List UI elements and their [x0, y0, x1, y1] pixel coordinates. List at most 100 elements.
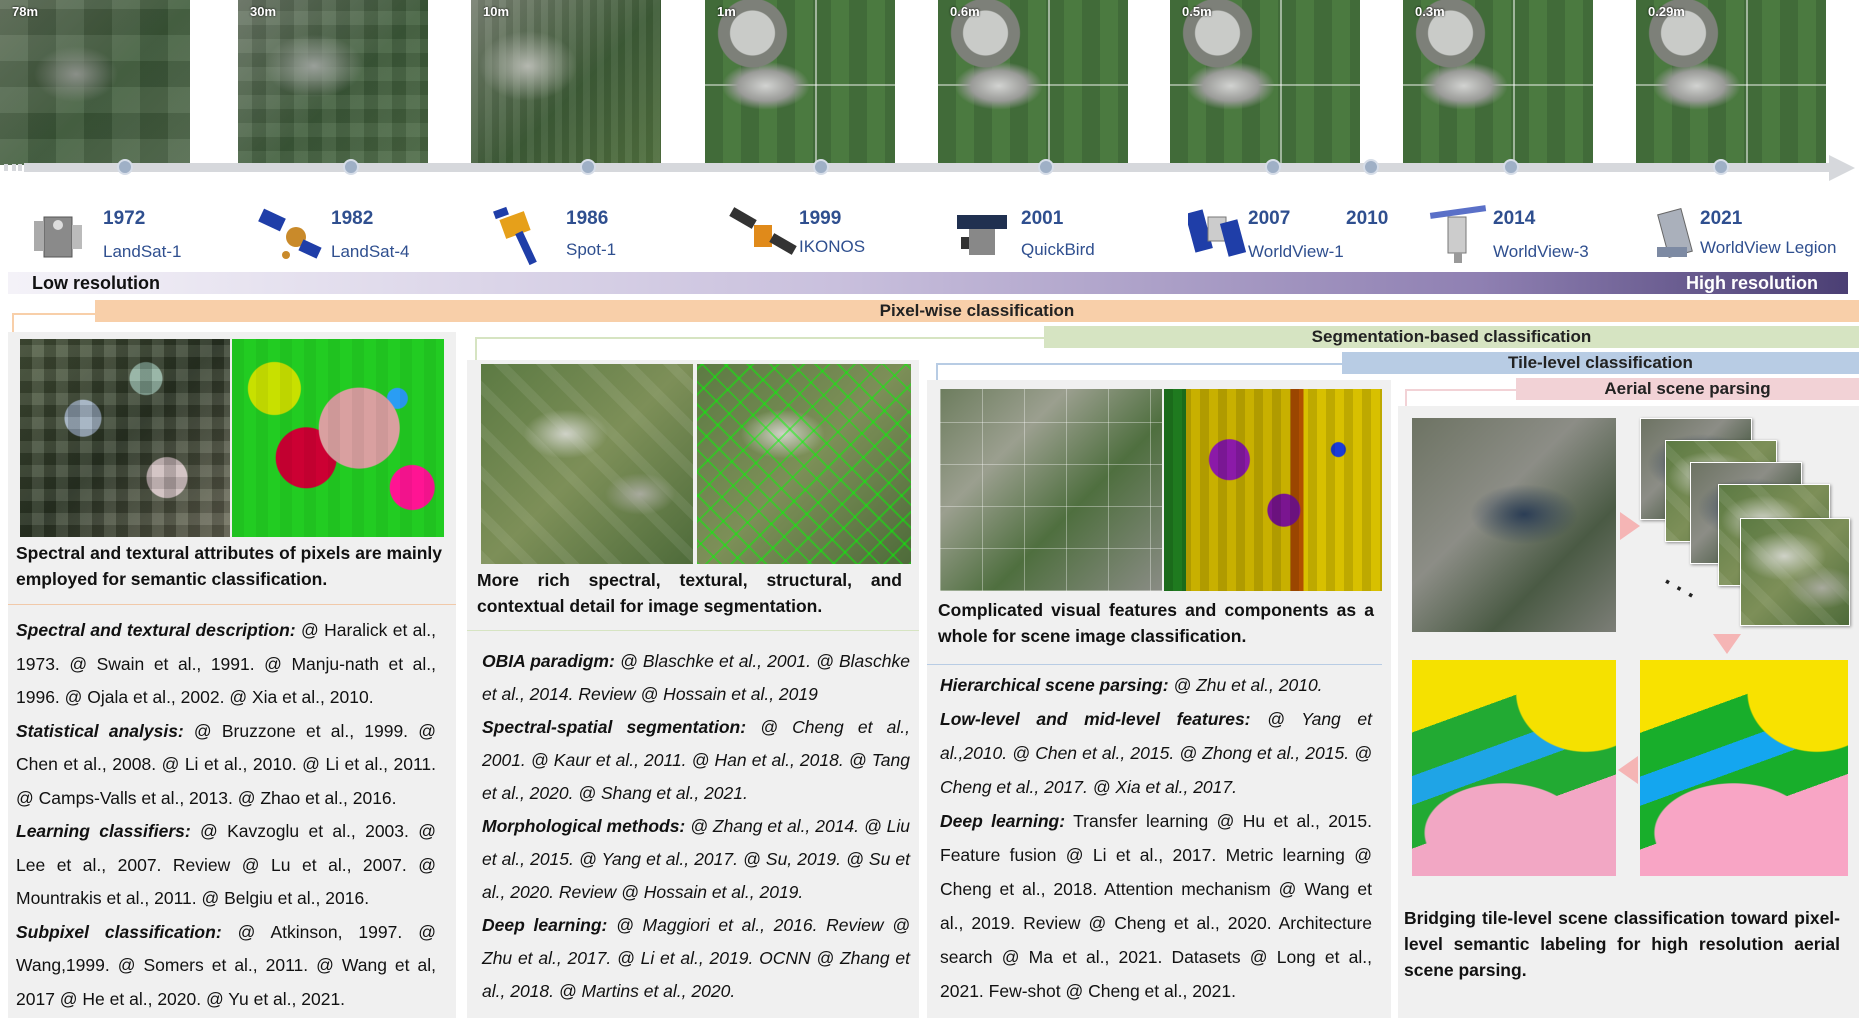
ref-text: @ Blaschke et al., 2001. @ Blaschke et a… — [482, 651, 910, 704]
ref-text: @ Haralick et al., 1973. @ Swain et al.,… — [16, 620, 437, 707]
year-1986: 1986 — [566, 208, 609, 229]
year-1999: 1999 — [799, 208, 842, 229]
low-resolution-label: Low resolution — [32, 273, 160, 293]
worldview-1-satellite-icon — [1188, 209, 1247, 257]
band-scene-parsing: Aerial scene parsing — [1516, 378, 1859, 400]
timeline-dot — [1363, 159, 1379, 175]
resolution-label: 1m — [717, 4, 736, 19]
ref-heading: Statistical analysis: — [16, 720, 184, 741]
year-2021: 2021 — [1700, 208, 1743, 229]
ref-heading: Spectral-spatial segmentation: — [482, 717, 747, 737]
arrow-left — [1618, 756, 1638, 784]
pixel-image — [20, 339, 230, 537]
axis-dash — [4, 164, 8, 171]
high-resolution-label: High resolution — [1686, 273, 1818, 293]
tile-label-map — [1640, 660, 1848, 876]
satellite-name: LandSat-4 — [331, 242, 410, 261]
tile-image — [1740, 518, 1850, 626]
year-2007: 2007 — [1248, 208, 1291, 229]
ref-heading: Deep learning: — [940, 811, 1066, 831]
panel1-caption: Spectral and textural attributes of pixe… — [16, 543, 442, 589]
ref-text: @ Zhang et al., 2014. @ Liu et al., 2015… — [482, 816, 910, 902]
resolution-label: 0.29m — [1648, 4, 1685, 19]
thumbnail-1m: 1m — [705, 0, 895, 165]
thumbnail-10m: 10m — [471, 0, 661, 165]
connector-pixel — [12, 313, 97, 341]
divider — [8, 604, 456, 605]
ref-text: Transfer learning @ Hu et al., 2015. Fea… — [940, 811, 1372, 1001]
resolution-label: 30m — [250, 4, 277, 19]
timeline-dot — [1713, 159, 1729, 175]
thumbnail-0-6m: 0.6m — [938, 0, 1128, 165]
timeline-dot — [117, 159, 133, 175]
satellite-name: LandSat-1 — [103, 242, 182, 261]
satellite-name: IKONOS — [799, 237, 866, 256]
arrow-down — [1713, 634, 1741, 654]
connector-tile — [936, 363, 1344, 389]
thumbnail-0-29m: 0.29m — [1636, 0, 1826, 165]
ref-heading: Subpixel classification: — [16, 921, 222, 942]
timeline-dot — [813, 159, 829, 175]
ref-heading: Spectral and textural description: — [16, 620, 296, 640]
worldview-3-satellite-icon — [1429, 205, 1487, 263]
year-2010: 2010 — [1346, 208, 1389, 229]
ref-text: @ Cheng et al., 2001. @ Kaur et al., 201… — [482, 717, 910, 803]
band-segmentation: Segmentation-based classification — [1044, 326, 1859, 348]
thumbnail-78m: 78m — [0, 0, 190, 165]
landsat-1-satellite-icon — [34, 216, 82, 258]
ref-text: @ Kavzoglu et al., 2003. @ Lee et al., 2… — [16, 821, 436, 908]
timeline-dot — [1038, 159, 1054, 175]
timeline-axis — [24, 163, 1829, 172]
thumbnail-0-3m: 0.3m — [1403, 0, 1593, 165]
satellite-name: WorldView-1 — [1248, 242, 1344, 261]
ref-heading: OBIA paradigm: — [482, 651, 615, 671]
ref-heading: Deep learning: — [482, 915, 608, 935]
timeline-dot — [580, 159, 596, 175]
ref-text: @ Maggiori et al., 2016. Review @ Zhu et… — [482, 915, 910, 1001]
spot-1-satellite-icon — [493, 206, 537, 266]
panel2-caption: More rich spectral, textural, structural… — [477, 570, 902, 616]
divider — [467, 630, 919, 631]
timeline-dot — [343, 159, 359, 175]
ref-text: @ Zhu et al., 2010. — [1168, 675, 1323, 695]
satellite-name: WorldView-3 — [1493, 242, 1589, 261]
year-2001: 2001 — [1021, 208, 1064, 229]
ref-text: @ Bruzzone et al., 1999. @ Chen et al., … — [16, 720, 436, 808]
aerial-image — [481, 364, 693, 564]
timeline-arrowhead — [1829, 155, 1855, 181]
resolution-label: 0.3m — [1415, 4, 1445, 19]
axis-dash — [12, 164, 16, 171]
large-aerial-image — [1412, 418, 1616, 632]
thumbnail-30m: 30m — [238, 0, 428, 165]
divider — [927, 664, 1382, 665]
panel2-references: OBIA paradigm: @ Blaschke et al., 2001. … — [482, 645, 910, 1008]
panel1-references: Spectral and textural description: @ Har… — [16, 614, 436, 1016]
year-1982: 1982 — [331, 208, 374, 229]
panel3-references: Hierarchical scene parsing: @ Zhu et al.… — [940, 668, 1372, 1008]
panel3-caption: Complicated visual features and componen… — [938, 600, 1374, 646]
segmentation-image — [697, 364, 911, 564]
connector-scene — [1405, 389, 1518, 422]
satellite-name: WorldView Legion — [1700, 238, 1837, 257]
connector-segmentation — [475, 337, 1046, 371]
quickbird-satellite-icon — [957, 215, 1007, 255]
ref-heading: Low-level and mid-level features: — [940, 709, 1251, 729]
resolution-label: 0.5m — [1182, 4, 1212, 19]
satellite-name: Spot-1 — [566, 240, 617, 259]
scene-parsing-result — [1412, 660, 1616, 876]
ref-heading: Hierarchical scene parsing: — [940, 675, 1169, 695]
resolution-label: 10m — [483, 4, 510, 19]
band-tile-level: Tile-level classification — [1342, 352, 1859, 374]
arrow-right — [1620, 512, 1640, 540]
resolution-gradient-bar: Low resolution High resolution — [8, 272, 1848, 294]
landsat-4-satellite-icon — [258, 208, 322, 259]
resolution-label: 78m — [12, 4, 39, 19]
ikonos-satellite-icon — [729, 207, 797, 255]
ref-heading: Learning classifiers: — [16, 821, 191, 841]
year-1972: 1972 — [103, 208, 146, 229]
timeline-dot — [1503, 159, 1519, 175]
ref-text: @ Atkinson, 1997. @ Wang,1999. @ Somers … — [16, 921, 436, 1009]
worldview-legion-satellite-icon — [1657, 208, 1693, 258]
band-pixel-wise: Pixel-wise classification — [95, 300, 1859, 322]
ref-heading: Morphological methods: — [482, 816, 686, 836]
